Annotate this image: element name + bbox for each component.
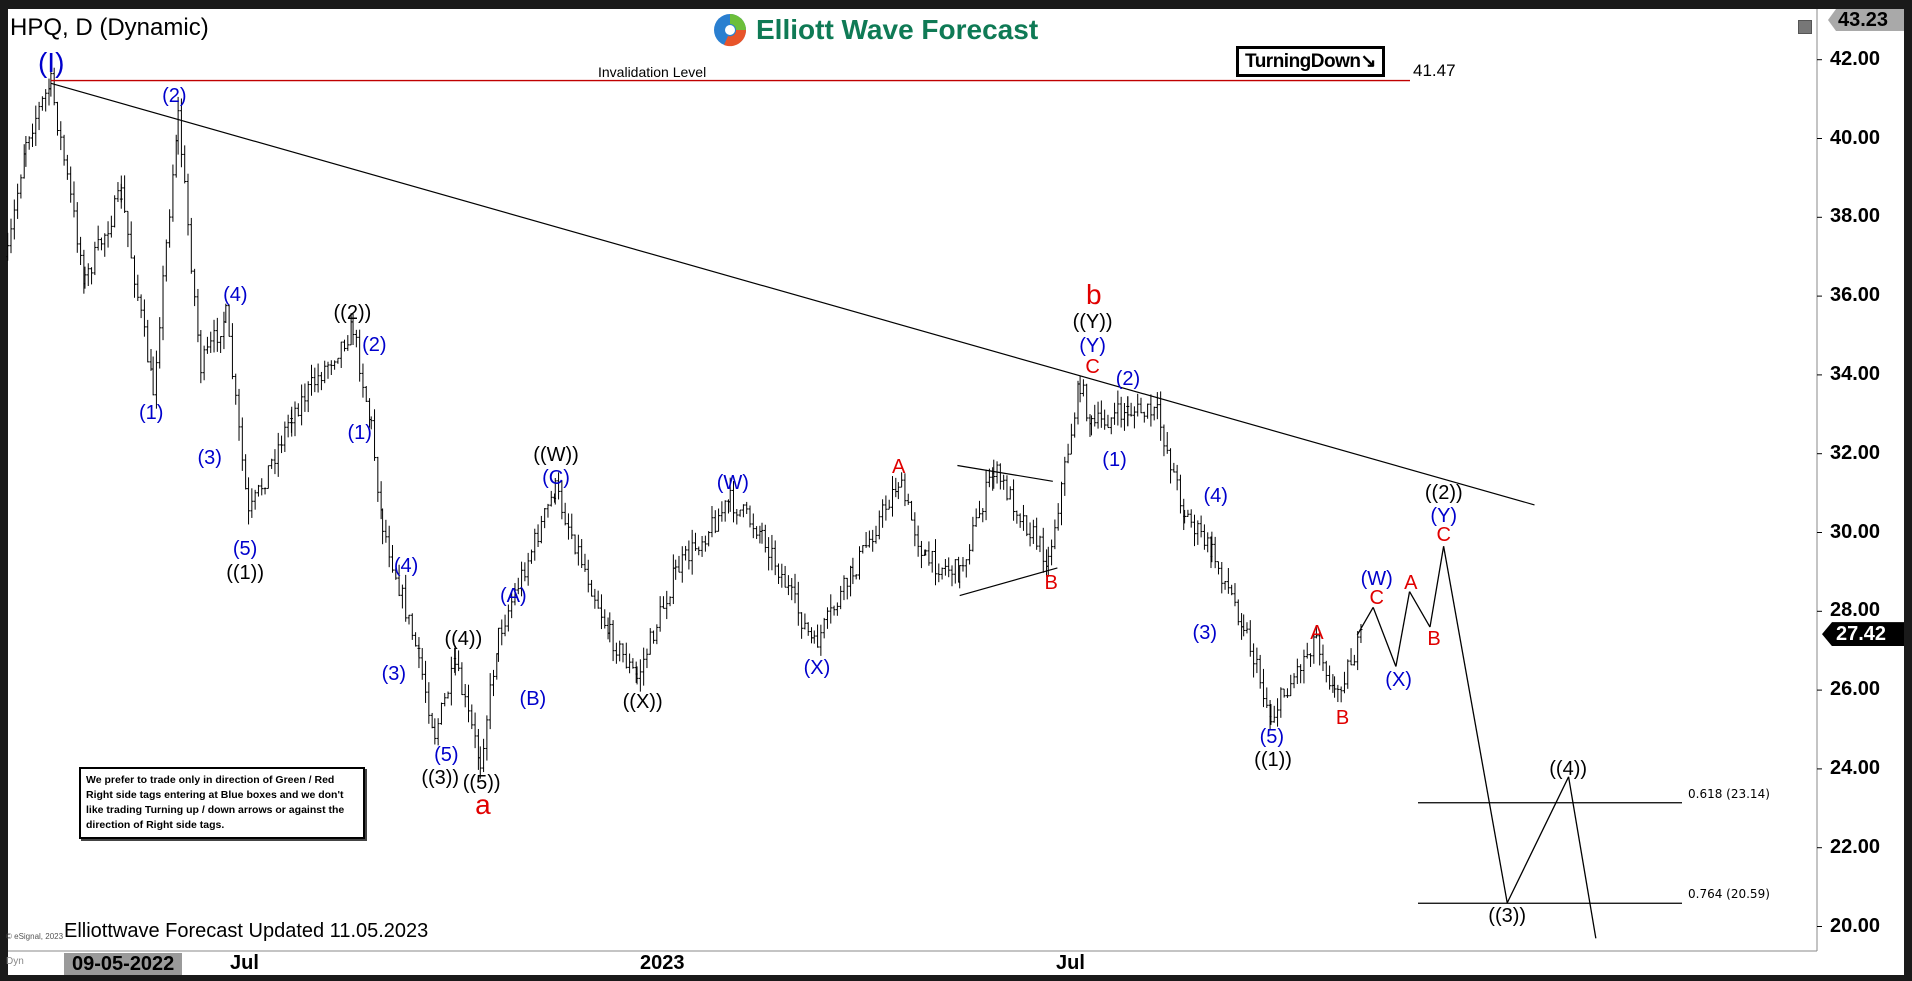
y-tick-label: 26.00 (1830, 678, 1881, 701)
wave-label: B (1335, 707, 1350, 730)
y-tick-label: 42.00 (1830, 47, 1881, 70)
wave-label: (2) (162, 85, 187, 108)
wave-label: (A) (500, 585, 527, 608)
triangle-line (957, 464, 1053, 482)
wave-label: (I) (37, 47, 65, 79)
cursor-date: 09-05-2022 (64, 953, 183, 975)
x-tick-2023: 2023 (640, 952, 685, 974)
high-price-tag: 43.23 (1828, 9, 1904, 31)
y-tick-label: 20.00 (1830, 914, 1881, 937)
projection-line (1395, 591, 1411, 667)
triangle-line (959, 567, 1058, 597)
x-tick-jul-2023: Jul (1056, 952, 1085, 974)
wave-label: (3) (197, 447, 222, 470)
wave-label: C (1085, 356, 1100, 379)
wave-label: ((5)) (462, 771, 501, 794)
fib-level-label: 0.764 (20.59) (1688, 887, 1770, 902)
turning-down-badge: TurningDown↘ (1236, 46, 1385, 77)
price-bars (6, 67, 1363, 779)
projection-line (1372, 607, 1397, 667)
arrow-down-right-icon: ↘ (1360, 51, 1377, 72)
wave-label: a (475, 788, 491, 820)
wave-label: (1) (138, 402, 164, 425)
wave-label: (B) (519, 687, 547, 710)
y-tick-label: 32.00 (1830, 441, 1881, 464)
wave-label: (Y) (1079, 335, 1106, 358)
wave-label: A (1404, 571, 1418, 594)
wave-label: (4) (223, 284, 248, 307)
logo: Elliott Wave Forecast (712, 12, 1038, 48)
wave-label: ((4)) (1549, 758, 1588, 781)
wave-label: ((1)) (226, 562, 264, 585)
symbol-title: HPQ, D (Dynamic) (10, 14, 209, 41)
annotation-lines (50, 59, 1822, 939)
wave-label: C (1369, 586, 1384, 609)
y-tick-label: 36.00 (1830, 284, 1881, 307)
wave-label: ((X)) (622, 691, 663, 714)
y-tick-label: 34.00 (1830, 362, 1881, 385)
x-tick-jul-2022: Jul (230, 952, 259, 974)
wave-label: C (1436, 524, 1451, 547)
wave-label: (5) (232, 537, 258, 560)
turning-label: TurningDown (1245, 51, 1361, 72)
invalidation-label: Invalidation Level (598, 64, 707, 80)
y-tick-label: 30.00 (1830, 520, 1881, 543)
wave-label: ((4)) (444, 627, 483, 650)
wave-label: (1) (347, 421, 372, 444)
wave-label: (W) (1360, 568, 1393, 591)
copyright: © eSignal, 2023 (6, 932, 64, 941)
wave-label: (C) (542, 467, 570, 489)
wave-label: B (1427, 627, 1441, 650)
wave-label: (Y) (1430, 504, 1458, 527)
projection-line (1356, 607, 1374, 636)
trading-note: We prefer to trade only in direction of … (79, 767, 365, 839)
y-tick-label: 28.00 (1830, 599, 1881, 622)
wave-label: B (1044, 571, 1058, 594)
wave-label: ((3)) (421, 766, 460, 789)
wave-label: (2) (362, 334, 387, 357)
logo-text: Elliott Wave Forecast (756, 14, 1039, 45)
projection-line (1442, 546, 1508, 903)
y-tick-label: 40.00 (1830, 126, 1881, 149)
wave-label: ((2)) (1424, 481, 1463, 504)
invalidation-value: 41.47 (1413, 61, 1456, 80)
y-tick-label: 24.00 (1830, 756, 1881, 779)
wave-label: (4) (1203, 485, 1228, 508)
fib-level-label: 0.618 (23.14) (1688, 786, 1770, 801)
projection-line (1567, 776, 1597, 939)
wave-label: (2) (1115, 368, 1141, 391)
projection-line (1408, 591, 1431, 628)
wave-label: ((2)) (333, 302, 372, 325)
wave-label: b (1086, 279, 1102, 311)
last-price-tag: 27.42 (1822, 622, 1904, 647)
y-tick-label: 22.00 (1830, 835, 1881, 858)
wave-label: (5) (1259, 725, 1285, 748)
wave-label: A (892, 456, 906, 479)
wave-label: (3) (1192, 621, 1217, 644)
wave-label: ((1)) (1254, 748, 1292, 771)
wave-label: (W) (716, 471, 749, 494)
trendline (50, 82, 1535, 506)
wave-label: ((3)) (1488, 904, 1527, 927)
restore-window-icon[interactable] (1798, 20, 1812, 34)
wave-label: (4) (393, 554, 419, 577)
projection-line (1506, 776, 1570, 904)
wave-label: A (1310, 621, 1324, 644)
dyn-label[interactable]: Dyn (6, 956, 24, 967)
wave-label: (X) (1385, 669, 1412, 692)
updated-label: Elliottwave Forecast Updated 11.05.2023 (64, 920, 429, 942)
wave-label: ((Y)) (1072, 310, 1113, 333)
wave-label: (5) (434, 743, 459, 766)
logo-icon (714, 14, 747, 47)
y-tick-label: 38.00 (1830, 205, 1881, 228)
wave-label: (3) (381, 663, 407, 686)
wave-label: (1) (1102, 448, 1127, 471)
projection-line (1429, 546, 1445, 628)
wave-label: (X) (803, 657, 831, 680)
wave-label: ((W)) (533, 443, 579, 466)
